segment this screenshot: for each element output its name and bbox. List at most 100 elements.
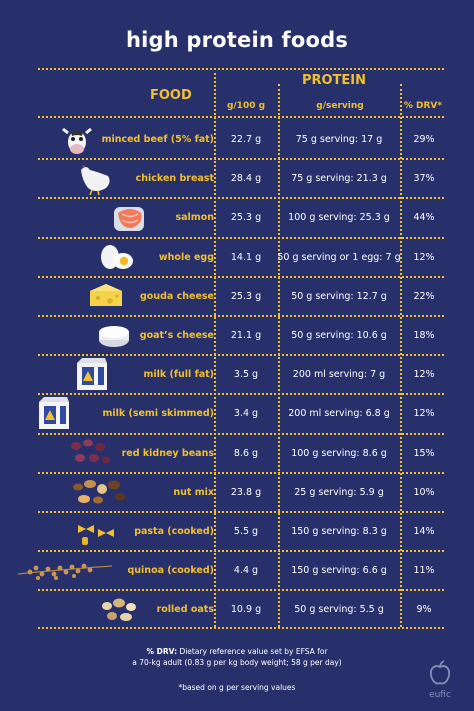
milk-carton-icon (36, 394, 72, 433)
cow-icon (60, 120, 94, 159)
protein-per-serving: 50 g serving: 12.7 g (291, 290, 387, 302)
food-name: quinoa (cooked) (127, 565, 214, 577)
protein-per-100g: 21.1 g (230, 330, 262, 341)
protein-per-serving: 100 g serving: 25.3 g (288, 212, 390, 224)
row-divider (38, 393, 444, 396)
drv-percent: 14% (413, 526, 435, 537)
table-row: milk (semi skimmed) 3.4 g 200 ml serving: … (0, 394, 474, 433)
protein-per-100g: 3.5 g (233, 369, 259, 381)
protein-per-serving: 25 g serving: 5.9 g (294, 486, 384, 498)
footnote-drv-label: % DRV: (146, 647, 178, 656)
food-name: whole egg (158, 251, 214, 263)
drv-percent: 12% (413, 369, 435, 381)
drv-percent: 37% (413, 173, 435, 185)
protein-per-serving: 200 ml serving: 6.8 g (288, 408, 390, 420)
row-divider (38, 354, 444, 357)
drv-percent: 22% (413, 290, 435, 302)
table-row: rolled oats 10.9 g 50 g serving: 5.5 g 9% (0, 590, 474, 629)
row-divider (38, 471, 444, 474)
footnote-serving: *based on g per serving values (178, 683, 296, 692)
drv-percent: 10% (413, 486, 435, 498)
food-name: nut mix (173, 486, 214, 498)
oats-icon (98, 590, 140, 629)
column-divider (214, 68, 216, 627)
drv-percent: 18% (413, 330, 435, 341)
header-food: FOOD (150, 88, 192, 103)
header-per100: g/100 g (226, 101, 266, 111)
food-name: rolled oats (156, 604, 214, 616)
protein-per-serving: 50 g serving: 5.5 g (294, 604, 384, 616)
row-divider (38, 511, 444, 513)
milk-carton-icon (74, 355, 110, 394)
food-name: milk (semi skimmed) (102, 408, 214, 420)
brand-logo: eufic (424, 660, 456, 700)
divider-header (38, 116, 444, 118)
header-protein: PROTEIN (301, 73, 367, 88)
protein-per-serving: 75 g serving: 17 g (295, 134, 383, 145)
protein-per-100g: 22.7 g (230, 134, 262, 145)
cheese-icon (86, 277, 126, 316)
footnote-drv-text: Dietary reference value set by EFSA for (177, 647, 328, 656)
nuts-icon (70, 473, 130, 512)
protein-per-100g: 25.3 g (230, 290, 262, 302)
food-name: pasta (cooked) (134, 526, 214, 537)
protein-per-100g: 14.1 g (230, 251, 262, 263)
divider-top (38, 68, 444, 70)
food-name: salmon (175, 212, 214, 224)
protein-per-100g: 5.5 g (233, 526, 259, 537)
row-divider (38, 432, 444, 435)
pasta-icon (74, 512, 122, 551)
chicken-icon (78, 159, 114, 198)
table-row: nut mix 23.8 g 25 g serving: 5.9 g 10% (0, 473, 474, 512)
food-name: minced beef (5% fat) (101, 134, 214, 145)
protein-per-100g: 28.4 g (230, 173, 262, 185)
protein-per-serving: 100 g serving: 8.6 g (291, 447, 387, 459)
table-row: red kidney beans 8.6 g 100 g serving: 8.6 … (0, 434, 474, 473)
protein-per-serving: 75 g serving: 21.3 g (291, 173, 387, 185)
row-divider (38, 589, 444, 592)
drv-percent: 12% (413, 251, 435, 263)
header-drv: % DRV* (403, 101, 443, 111)
protein-per-serving: 200 ml serving: 7 g (292, 369, 386, 381)
egg-icon (96, 238, 134, 277)
divider-bottom (38, 627, 444, 629)
protein-per-serving: 50 g serving or 1 egg: 7 g (277, 251, 401, 263)
beans-icon (68, 434, 112, 473)
table-row: gouda cheese 25.3 g 50 g serving: 12.7 g 22… (0, 277, 474, 316)
table-row: goat’s cheese 21.1 g 50 g serving: 10.6 g 1… (0, 316, 474, 355)
row-divider (38, 315, 444, 317)
row-divider (38, 550, 444, 553)
drv-percent: 11% (413, 565, 435, 577)
quinoa-icon (16, 551, 114, 590)
apple-icon (429, 660, 451, 685)
protein-per-serving: 150 g serving: 8.3 g (291, 526, 387, 537)
food-name: gouda cheese (140, 290, 214, 302)
page-title: high protein foods (125, 28, 349, 52)
goat-cheese-icon (96, 316, 132, 355)
drv-percent: 9% (416, 604, 432, 616)
food-name: milk (full fat) (143, 369, 214, 381)
table-row: quinoa (cooked) 4.4 g 150 g serving: 6.6 g… (0, 551, 474, 590)
brand-name: eufic (429, 690, 451, 700)
protein-per-100g: 25.3 g (230, 212, 262, 224)
table-row: minced beef (5% fat) 22.7 g 75 g serving: … (0, 120, 474, 159)
protein-per-serving: 50 g serving: 10.6 g (291, 330, 387, 341)
table-row: chicken breast 28.4 g 75 g serving: 21.3 g… (0, 159, 474, 198)
drv-percent: 29% (413, 134, 435, 145)
table-row: salmon 25.3 g 100 g serving: 25.3 g 44% (0, 198, 474, 237)
drv-percent: 12% (413, 408, 435, 420)
protein-per-100g: 10.9 g (230, 604, 262, 616)
drv-percent: 44% (413, 212, 435, 224)
row-divider (38, 236, 444, 239)
drv-percent: 15% (413, 447, 435, 459)
header-per-serving: g/serving (316, 101, 364, 111)
row-divider (38, 275, 444, 278)
footnote-drv: % DRV: Dietary reference value set by EF… (0, 646, 474, 668)
protein-per-100g: 8.6 g (233, 447, 259, 459)
protein-per-100g: 4.4 g (233, 565, 259, 577)
protein-per-100g: 3.4 g (233, 408, 259, 420)
footnote-drv-text2: a 70-kg adult (0.83 g per kg body weight… (132, 658, 342, 667)
table-row: whole egg 14.1 g 50 g serving or 1 egg: 7 … (0, 238, 474, 277)
protein-per-serving: 150 g serving: 6.6 g (291, 565, 387, 577)
table-row: milk (full fat) 3.5 g 200 ml serving: 7 g 1… (0, 355, 474, 394)
